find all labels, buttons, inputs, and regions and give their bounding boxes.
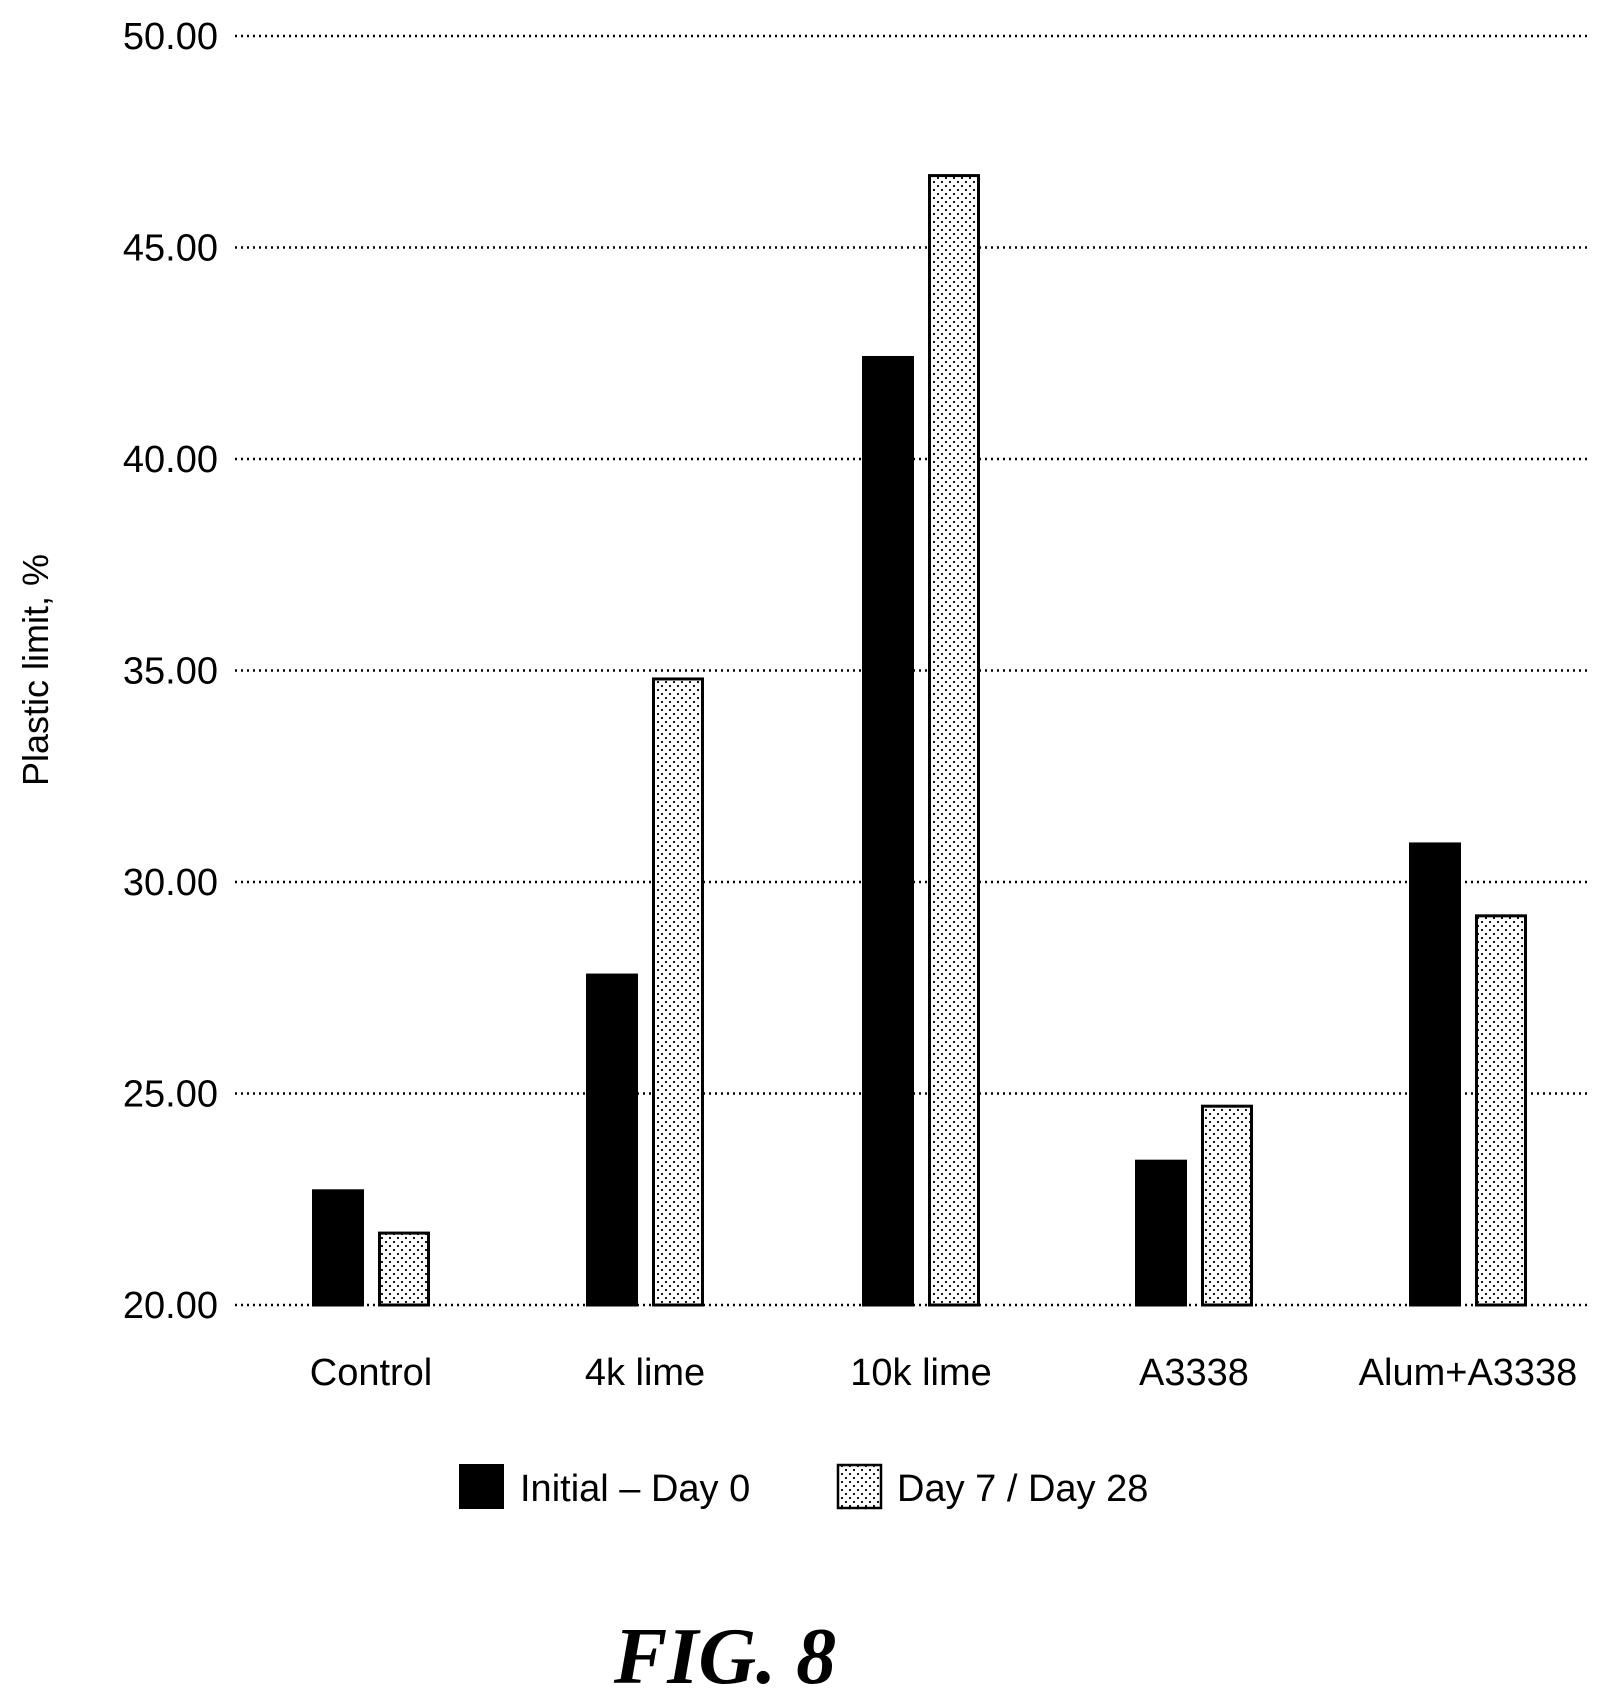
y-tick-label: 40.00 <box>123 439 218 481</box>
bar-10k-lime-initial <box>862 355 914 1307</box>
legend: Initial – Day 0 Day 7 / Day 28 <box>459 1463 1148 1510</box>
bar-alum-a3338-day7-day28 <box>1475 914 1527 1307</box>
legend-label-initial: Initial – Day 0 <box>520 1468 750 1510</box>
legend-swatch-day7-day28 <box>836 1463 883 1510</box>
y-tick-label: 50.00 <box>123 16 218 58</box>
x-axis-categories: Control 4k lime 10k lime A3338 Alum+A3338 <box>310 1352 1578 1394</box>
bar-a3338-day7-day28 <box>1201 1104 1253 1307</box>
bar-10k-lime-day7-day28 <box>928 174 980 1307</box>
x-category-label: Control <box>310 1352 433 1394</box>
bar-alum-a3338-initial <box>1409 842 1461 1307</box>
bar-4k-lime-day7-day28 <box>652 677 704 1307</box>
x-category-label: A3338 <box>1139 1352 1249 1394</box>
x-category-label: 4k lime <box>585 1352 705 1394</box>
bars <box>312 174 1527 1307</box>
bar-a3338-initial <box>1135 1159 1187 1307</box>
bar-4k-lime-initial <box>586 973 638 1307</box>
y-tick-label: 45.00 <box>123 228 218 270</box>
legend-swatch-initial <box>459 1464 504 1509</box>
legend-label-day7-day28: Day 7 / Day 28 <box>897 1468 1148 1510</box>
bar-control-initial <box>312 1189 364 1307</box>
x-category-label: Alum+A3338 <box>1359 1352 1578 1394</box>
y-tick-label: 30.00 <box>123 862 218 904</box>
y-tick-label: 35.00 <box>123 651 218 693</box>
y-axis-label: Plastic limit, % <box>15 554 56 786</box>
bar-control-day7-day28 <box>378 1231 430 1307</box>
y-tick-label: 25.00 <box>123 1074 218 1116</box>
figure-label: FIG. 8 <box>613 1613 836 1696</box>
y-axis-ticks: 20.00 25.00 30.00 35.00 40.00 45.00 50.00 <box>123 16 218 1327</box>
x-category-label: 10k lime <box>850 1352 992 1394</box>
y-tick-label: 20.00 <box>123 1285 218 1327</box>
